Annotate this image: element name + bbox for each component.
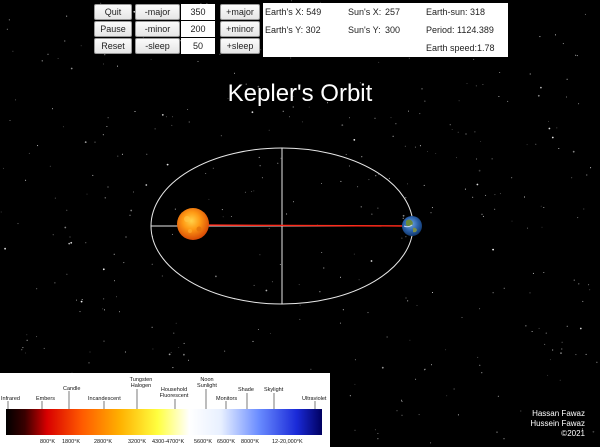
sun-y-label: Sun's Y: [348, 25, 381, 35]
increase-minor-button[interactable]: +minor [220, 21, 260, 37]
spectrum-temp: 8000°K [241, 439, 260, 445]
credit-line: ©2021 [561, 429, 585, 438]
pause-button[interactable]: Pause [94, 21, 132, 37]
decrease-major-button[interactable]: -major [135, 4, 180, 20]
color-temperature-spectrum: Infrared Embers Candle Incandescent Tung… [0, 373, 330, 447]
decrease-sleep-button[interactable]: -sleep [135, 38, 180, 54]
sun-y-value: 300 [385, 25, 401, 35]
quit-button[interactable]: Quit [94, 4, 132, 20]
sleep-value: 50 [181, 38, 215, 54]
spectrum-label: Skylight [264, 387, 284, 393]
spectrum-label: Incandescent [88, 396, 121, 402]
sun-x-label: Sun's X: [348, 7, 382, 17]
spectrum-temp: 1800°K [62, 439, 81, 445]
spectrum-temp: 3200°K [128, 439, 147, 445]
decrease-minor-button[interactable]: -minor [135, 21, 180, 37]
spectrum-label: Monitors [216, 396, 238, 402]
sun-earth-line [192, 224, 412, 227]
spectrum-temp: 6500°K [217, 439, 236, 445]
orbit-period: Period: 1124.389 [426, 25, 494, 35]
info-panel: Earth's X: 549 Earth's Y: 302 Sun's X: 2… [263, 3, 508, 57]
earth-icon [402, 216, 422, 236]
sun-icon [177, 208, 209, 240]
spectrum-label: Infrared [1, 396, 20, 402]
spectrum-label: Shade [238, 387, 254, 393]
page-title: Kepler's Orbit [227, 80, 373, 107]
spectrum-temp: 12-20,000°K [272, 439, 303, 445]
earth-speed: Earth speed:1.78 [426, 43, 495, 53]
increase-major-button[interactable]: +major [220, 4, 260, 20]
spectrum-temp: 2800°K [94, 439, 113, 445]
credits: Hassan Fawaz Hussein Fawaz ©2021 [530, 409, 585, 439]
reset-button[interactable]: Reset [94, 38, 132, 54]
earth-y-readout: Earth's Y: 302 [265, 25, 321, 35]
earth-sun-distance: Earth-sun: 318 [426, 7, 486, 17]
spectrum-label: Ultraviolet [302, 396, 327, 402]
spectrum-label: Household Fluorescent [159, 387, 189, 399]
major-value: 350 [181, 4, 215, 20]
spectrum-temp: 800°K [40, 439, 56, 445]
spectrum-label: Tungsten Halogen [129, 377, 153, 389]
spectrum-temp: 5600°K [194, 439, 213, 445]
spectrum-label: Noon Sunlight [197, 377, 217, 389]
spectrum-label: Embers [36, 396, 55, 402]
spectrum-temp: 4300-4700°K [152, 439, 185, 445]
credit-line: Hassan Fawaz [532, 409, 585, 418]
earth-x-readout: Earth's X: 549 [265, 7, 322, 17]
increase-sleep-button[interactable]: +sleep [220, 38, 260, 54]
minor-value: 200 [181, 21, 215, 37]
sun-x-value: 257 [385, 7, 401, 17]
spectrum-label: Candle [63, 386, 81, 392]
credit-line: Hussein Fawaz [530, 419, 585, 428]
